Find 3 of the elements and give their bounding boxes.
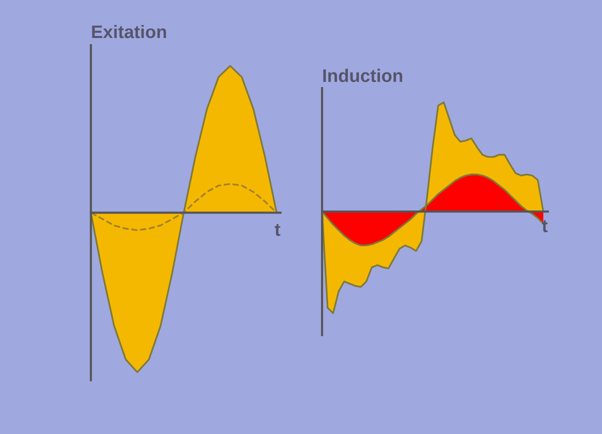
chart-title: Exitation [92, 24, 166, 38]
x-axis-title: t [274, 224, 280, 236]
chart-title: Induction [323, 68, 402, 82]
